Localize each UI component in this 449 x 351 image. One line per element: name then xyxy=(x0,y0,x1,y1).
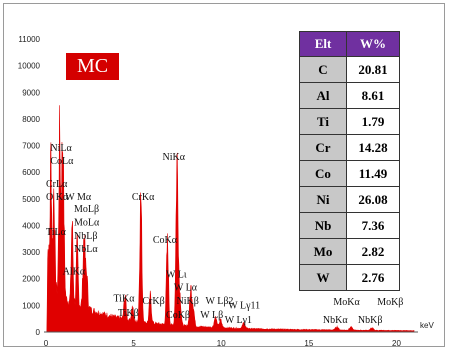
peak-annotation-label: CrKβ xyxy=(142,296,164,307)
composition-row: Al 8.61 xyxy=(299,82,400,109)
peak-annotation-label: AlKα xyxy=(63,267,86,278)
peak-annotation-label: TiLα xyxy=(46,227,67,238)
peak-annotation-label: MoLα xyxy=(74,217,100,228)
peak-annotation-label: CoKβ xyxy=(166,310,190,321)
y-tick-label: 5000 xyxy=(22,195,40,204)
peak-annotation-label: NbKα xyxy=(323,315,348,326)
y-tick-label: 2000 xyxy=(22,275,40,284)
figure-frame xyxy=(3,3,445,347)
composition-table-body: C 20.81 Al 8.61 Ti 1.79 Cr 14.28 Co 11.49 Ni 26.08 N… xyxy=(299,56,400,291)
element-cell: Nb xyxy=(299,212,347,239)
peak-annotation-label: CrKα xyxy=(132,192,155,203)
peak-annotation-label: W Lβ2 xyxy=(205,296,233,307)
element-cell: Cr xyxy=(299,134,347,161)
y-tick-label: 10000 xyxy=(18,62,41,71)
peak-annotation-label: NiLα xyxy=(50,143,72,154)
peak-annotation-label: MoLβ xyxy=(74,204,99,215)
weight-percent-cell: 14.28 xyxy=(346,134,400,161)
peak-annotation-label: TiKβ xyxy=(118,308,139,319)
composition-row: C 20.81 xyxy=(299,56,400,83)
y-tick-label: 3000 xyxy=(22,248,40,257)
weight-percent-cell: 1.79 xyxy=(346,108,400,135)
y-axis-ticks: 0 1000 2000 3000 4000 5000 6000 7000 8000 9000 100… xyxy=(18,35,41,337)
composition-row: Ni 26.08 xyxy=(299,186,400,213)
composition-row: Nb 7.36 xyxy=(299,212,400,239)
x-axis-ticks: 0 5 10 15 20 xyxy=(44,339,402,348)
peak-annotation-label: CoLα xyxy=(50,156,74,167)
y-tick-label: 9000 xyxy=(22,88,40,97)
weight-percent-cell: 7.36 xyxy=(346,212,400,239)
peak-annotation-label: MoKβ xyxy=(377,297,403,308)
element-cell: Mo xyxy=(299,238,347,265)
y-tick-label: 1000 xyxy=(22,301,40,310)
peak-annotation-label: NbLα xyxy=(74,244,98,255)
peak-annotation-label: W Lγ11 xyxy=(228,301,260,312)
weight-percent-cell: 2.82 xyxy=(346,238,400,265)
x-tick-label: 5 xyxy=(131,339,136,348)
x-tick-label: 0 xyxy=(44,339,49,348)
element-cell: Ni xyxy=(299,186,347,213)
sample-label-badge: MC xyxy=(66,53,119,80)
weight-percent-cell: 26.08 xyxy=(346,186,400,213)
element-cell: C xyxy=(299,56,347,83)
peak-annotation-label: W Mα xyxy=(65,192,92,203)
composition-row: Ti 1.79 xyxy=(299,108,400,135)
y-tick-label: 11000 xyxy=(18,35,40,44)
peak-annotation-label: CrLα xyxy=(46,179,68,190)
x-tick-label: 20 xyxy=(392,339,401,348)
weight-percent-cell: 2.76 xyxy=(346,264,400,291)
x-axis-unit-label: keV xyxy=(420,321,434,330)
element-cell: W xyxy=(299,264,347,291)
peak-annotation-label: CoKα xyxy=(153,235,178,246)
peak-annotation-label: NiKα xyxy=(163,152,186,163)
header-element: Elt xyxy=(299,31,347,57)
element-cell: Co xyxy=(299,160,347,187)
weight-percent-cell: 8.61 xyxy=(346,82,400,109)
peak-annotation-label: NiKβ xyxy=(177,296,199,307)
y-tick-label: 0 xyxy=(36,328,41,337)
weight-percent-cell: 11.49 xyxy=(346,160,400,187)
peak-annotation-label: NbKβ xyxy=(358,315,383,326)
peak-annotation-label: W Lγ1 xyxy=(225,315,252,326)
x-tick-label: 10 xyxy=(217,339,226,348)
composition-row: Mo 2.82 xyxy=(299,238,400,265)
spectrum-series xyxy=(46,105,415,333)
y-tick-label: 4000 xyxy=(22,221,40,230)
peak-annotation-label: O Kα xyxy=(46,192,69,203)
element-cell: Ti xyxy=(299,108,347,135)
x-tick-label: 15 xyxy=(304,339,313,348)
header-weight-percent: W% xyxy=(346,31,400,57)
y-tick-label: 7000 xyxy=(22,142,40,151)
peak-annotation-label: W Lι xyxy=(166,269,187,280)
peak-annotation-label: NbLβ xyxy=(74,231,97,242)
composition-row: W 2.76 xyxy=(299,264,400,291)
y-tick-label: 6000 xyxy=(22,168,40,177)
weight-percent-cell: 20.81 xyxy=(346,56,400,83)
y-tick-label: 8000 xyxy=(22,115,40,124)
composition-table: Elt W% C 20.81 Al 8.61 Ti 1.79 Cr 14.28 Co 11.49 N… xyxy=(299,31,400,291)
composition-row: Cr 14.28 xyxy=(299,134,400,161)
composition-table-header: Elt W% xyxy=(299,31,400,57)
composition-row: Co 11.49 xyxy=(299,160,400,187)
peak-annotation-label: W Lα xyxy=(174,283,198,294)
peak-annotation-label: W Lβ xyxy=(200,310,223,321)
element-cell: Al xyxy=(299,82,347,109)
peak-annotation-label: TiKα xyxy=(113,293,135,304)
peak-annotation-label: MoKα xyxy=(333,297,360,308)
